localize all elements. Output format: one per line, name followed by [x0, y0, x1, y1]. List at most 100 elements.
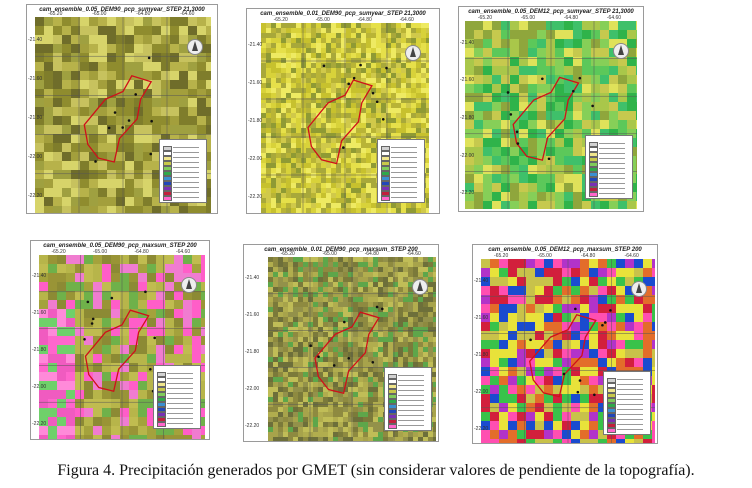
raster-cell — [652, 349, 655, 358]
raster-cell — [321, 178, 326, 183]
raster-cell — [75, 363, 84, 372]
raster-cell — [366, 158, 371, 163]
raster-cell — [321, 173, 326, 178]
raster-cell — [39, 300, 48, 309]
raster-cell — [276, 133, 281, 138]
raster-cell — [361, 118, 366, 123]
raster-cell — [508, 439, 517, 443]
station-marker — [347, 356, 351, 360]
raster-cell — [508, 403, 517, 412]
raster-cell — [48, 264, 57, 273]
raster-cell — [125, 35, 134, 44]
raster-cell — [526, 412, 535, 421]
raster-cell — [571, 421, 580, 430]
raster-cell — [406, 78, 411, 83]
raster-cell — [328, 432, 333, 437]
raster-cell — [39, 282, 48, 291]
raster-cell — [386, 63, 391, 68]
raster-cell — [413, 317, 418, 322]
raster-cell — [283, 342, 288, 347]
raster-cell — [271, 158, 276, 163]
raster-cell — [328, 437, 333, 441]
raster-cell — [519, 156, 528, 165]
raster-cell — [306, 193, 311, 198]
raster-cell — [261, 63, 266, 68]
raster-cell — [465, 30, 474, 39]
raster-cell — [156, 426, 165, 435]
legend-entry-line — [398, 380, 424, 381]
raster-cell — [316, 183, 321, 188]
raster-cell — [331, 33, 336, 38]
raster-cell — [398, 437, 403, 441]
legend-entry-line — [391, 177, 417, 178]
raster-cell — [371, 43, 376, 48]
raster-cell — [333, 362, 338, 367]
raster-cell — [66, 255, 75, 264]
raster-cell — [346, 108, 351, 113]
raster-cell — [413, 362, 418, 367]
raster-cell — [165, 255, 174, 264]
raster-cell — [338, 317, 343, 322]
raster-cell — [98, 143, 107, 152]
raster-cell — [308, 287, 313, 292]
raster-cell — [107, 98, 116, 107]
raster-cell — [373, 367, 378, 372]
legend-swatch — [157, 407, 166, 412]
raster-cell — [170, 80, 179, 89]
raster-cell — [206, 170, 211, 179]
raster-cell — [433, 257, 436, 262]
raster-cell — [492, 48, 501, 57]
raster-cell — [266, 143, 271, 148]
raster-cell — [273, 427, 278, 432]
raster-cell — [589, 394, 598, 403]
raster-cell — [406, 38, 411, 43]
raster-cell — [316, 93, 321, 98]
raster-cell — [333, 437, 338, 441]
raster-cell — [286, 203, 291, 208]
legend-swatch — [157, 392, 166, 397]
station-marker — [547, 157, 551, 161]
raster-cell — [44, 98, 53, 107]
raster-cell — [598, 259, 607, 268]
lon-tick-label: -64.80 — [134, 249, 149, 255]
raster-cell — [80, 26, 89, 35]
raster-cell — [311, 43, 316, 48]
raster-cell — [406, 88, 411, 93]
north-arrow-icon — [181, 277, 197, 293]
raster-cell — [268, 267, 273, 272]
raster-cell — [39, 291, 48, 300]
raster-cell — [183, 255, 192, 264]
raster-cell — [120, 408, 129, 417]
raster-cell — [544, 385, 553, 394]
raster-cell — [403, 282, 408, 287]
raster-cell — [278, 297, 283, 302]
raster-cell — [286, 188, 291, 193]
raster-cell — [75, 282, 84, 291]
raster-cell — [351, 203, 356, 208]
raster-cell — [526, 277, 535, 286]
raster-cell — [636, 174, 637, 183]
raster-cell — [165, 273, 174, 282]
raster-cell — [510, 156, 519, 165]
raster-cell — [510, 120, 519, 129]
legend-swatch — [607, 393, 616, 398]
raster-cell — [268, 432, 273, 437]
map-legend — [153, 365, 201, 429]
raster-cell — [356, 113, 361, 118]
raster-cell — [363, 267, 368, 272]
raster-cell — [331, 153, 336, 158]
raster-cell — [401, 73, 406, 78]
raster-cell — [393, 357, 398, 362]
raster-cell — [426, 203, 429, 208]
raster-cell — [303, 382, 308, 387]
raster-cell — [510, 192, 519, 201]
raster-cell — [111, 318, 120, 327]
raster-cell — [571, 394, 580, 403]
raster-cell — [326, 58, 331, 63]
raster-cell — [301, 28, 306, 33]
raster-cell — [403, 272, 408, 277]
raster-cell — [62, 89, 71, 98]
raster-cell — [268, 317, 273, 322]
raster-cell — [283, 397, 288, 402]
raster-cell — [388, 432, 393, 437]
